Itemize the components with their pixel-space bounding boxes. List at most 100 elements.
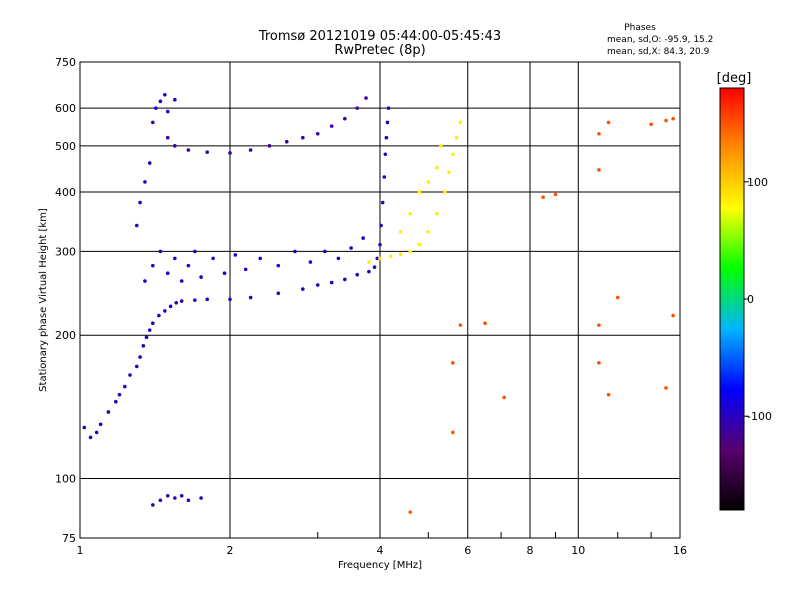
data-point [398,252,403,256]
data-point [151,503,155,507]
data-point [228,297,232,302]
y-tick-label: 500 [55,140,76,153]
y-tick-label: 600 [55,102,76,115]
data-point [361,236,365,240]
data-point [355,106,359,110]
colorbar-tick-label: 100 [747,176,768,189]
scatter-points [82,92,675,514]
data-point [597,323,601,327]
data-point [329,280,334,285]
data-point [114,399,118,404]
data-point [193,249,197,254]
data-point [451,430,455,435]
data-point [151,263,155,268]
data-point [276,291,281,296]
data-point [173,97,177,102]
data-point [426,180,431,184]
data-point [315,131,320,136]
data-point [408,211,413,216]
stats-o-mode: mean, sd,O: -95.9, 15.2 [607,35,713,45]
data-point [193,298,197,302]
data-point [151,321,155,325]
data-point [615,295,620,300]
data-point [173,496,177,500]
data-point [372,265,377,269]
colorbar-ticks: 100 0 -100 [744,176,772,423]
data-point [228,151,232,155]
data-point [553,192,558,197]
data-point [128,373,132,377]
data-point [138,200,142,205]
x-tick-label: 4 [377,544,384,557]
data-point [382,175,387,179]
data-point [106,410,111,414]
data-point [163,92,167,97]
data-point [163,309,167,313]
data-point [122,384,127,389]
data-point [386,106,391,110]
data-point [329,124,334,128]
y-tick-label: 75 [62,532,76,545]
data-point [597,131,601,136]
data-point [597,168,601,172]
data-point [179,299,184,303]
data-point [336,256,341,261]
data-point [179,279,184,283]
data-point [284,139,289,144]
data-point [458,323,463,327]
data-point [205,150,209,154]
data-point [138,355,142,359]
data-point [343,277,347,282]
data-point [158,498,163,503]
data-point [174,300,179,305]
colorbar-label: [deg] [717,71,752,86]
data-point [417,190,422,194]
x-tick-label: 2 [227,544,234,557]
data-point [384,135,389,140]
x-tick-label: 8 [527,544,534,557]
stats-x-mode: mean, sd,X: 84.3, 20.9 [607,47,710,57]
grid-lines [80,62,680,538]
data-point [179,493,184,498]
data-point [233,253,238,257]
data-point [308,260,313,264]
data-point [364,96,368,100]
data-point [451,361,455,365]
y-axis-label: Stationary phase Virtual Height [km] [38,208,49,392]
data-point [606,120,611,125]
data-point [134,364,139,369]
data-point [671,313,675,318]
data-point [211,256,215,261]
data-point [158,99,163,104]
data-point [315,283,320,287]
stats-heading: Phases [624,23,656,33]
data-point [664,386,668,390]
data-point [144,335,149,340]
data-point [222,271,227,276]
y-tick-label: 400 [55,186,76,199]
x-tick-label: 1 [77,544,84,557]
data-point [165,109,170,114]
data-point [258,256,263,261]
data-point [597,361,601,365]
data-point [186,263,191,268]
data-point [199,275,203,279]
data-point [439,144,443,148]
data-point [458,120,463,125]
data-point [417,242,422,247]
data-point [606,392,611,397]
colorbar-tick-label: 0 [747,293,754,306]
chart-subtitle: RwPretec (8p) [334,43,425,58]
y-tick-label: 750 [55,56,76,69]
data-point [502,395,506,400]
data-point [671,116,675,121]
data-point [378,256,382,261]
data-point [379,223,383,228]
y-tick-label: 200 [55,329,76,342]
data-point [349,246,353,250]
data-point [383,152,388,157]
data-point [443,190,447,194]
data-point [388,254,393,259]
x-axis-ticks: 1 2 4 6 8 10 16 [77,532,687,557]
